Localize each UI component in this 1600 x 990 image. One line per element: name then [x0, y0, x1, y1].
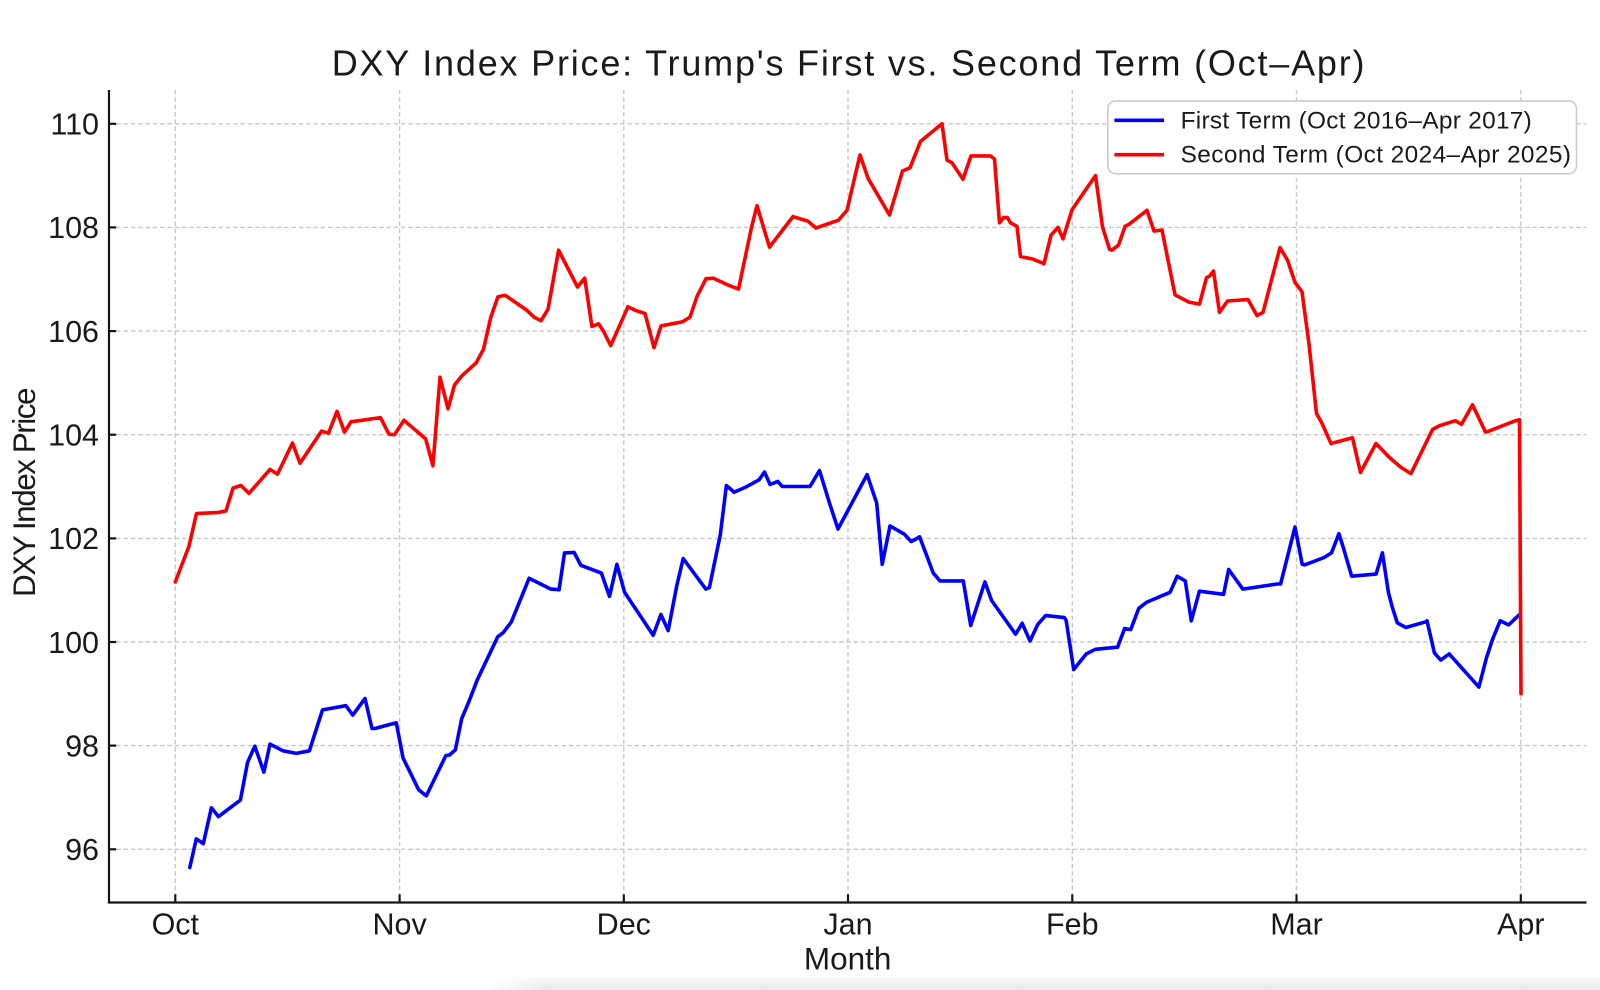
svg-text:Month: Month	[804, 941, 892, 977]
svg-text:106: 106	[48, 315, 99, 349]
svg-text:100: 100	[48, 626, 99, 660]
svg-text:102: 102	[48, 522, 99, 556]
svg-text:Oct: Oct	[152, 908, 200, 942]
svg-text:Second Term (Oct 2024–Apr 2025: Second Term (Oct 2024–Apr 2025)	[1181, 142, 1572, 169]
svg-text:DXY Index Price: Trump's First: DXY Index Price: Trump's First vs. Secon…	[332, 42, 1367, 83]
svg-text:DXY Index Price: DXY Index Price	[6, 388, 42, 597]
svg-text:104: 104	[48, 419, 99, 453]
svg-text:Apr: Apr	[1497, 908, 1544, 942]
svg-text:Feb: Feb	[1046, 908, 1099, 942]
svg-text:96: 96	[65, 833, 99, 867]
svg-text:108: 108	[48, 211, 99, 245]
svg-text:Dec: Dec	[597, 908, 651, 942]
svg-text:98: 98	[65, 729, 99, 763]
svg-text:Jan: Jan	[823, 908, 872, 942]
svg-text:First Term (Oct 2016–Apr 2017): First Term (Oct 2016–Apr 2017)	[1181, 107, 1533, 134]
svg-text:Nov: Nov	[372, 908, 427, 942]
svg-text:110: 110	[50, 108, 99, 142]
svg-text:Mar: Mar	[1270, 908, 1323, 942]
